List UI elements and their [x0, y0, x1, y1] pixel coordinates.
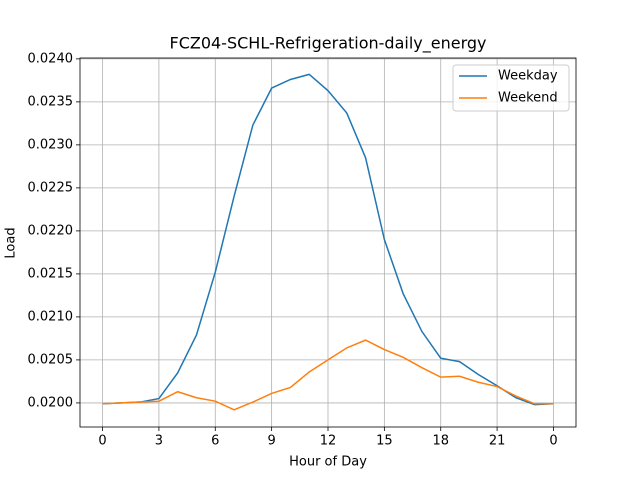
x-tick-label: 12	[320, 434, 337, 449]
series-line	[102, 73, 554, 406]
x-axis-label: Hour of Day	[289, 455, 367, 470]
x-tick-label: 9	[267, 434, 275, 449]
legend-label: Weekend	[498, 91, 558, 106]
y-tick-label: 0.0230	[28, 137, 74, 152]
y-tick-label: 0.0220	[28, 223, 74, 238]
x-tick-label: 0	[549, 434, 557, 449]
y-tick-label: 0.0210	[28, 309, 74, 324]
plot-frame	[79, 57, 577, 428]
x-tick-label: 0	[98, 434, 106, 449]
y-tick-label: 0.0205	[28, 352, 74, 367]
chart-title: FCZ04-SCHL-Refrigeration-daily_energy	[169, 34, 486, 54]
series-line	[102, 339, 554, 411]
y-tick-label: 0.0235	[28, 94, 74, 109]
x-tick-label: 6	[211, 434, 219, 449]
y-tick-label: 0.0240	[28, 51, 74, 66]
y-tick-label: 0.0215	[28, 266, 74, 281]
x-tick-label: 3	[155, 434, 163, 449]
x-tick-label: 18	[432, 434, 449, 449]
y-tick-label: 0.0200	[28, 395, 74, 410]
x-tick-label: 15	[376, 434, 393, 449]
x-tick-label: 21	[489, 434, 506, 449]
y-axis-label: Load	[4, 227, 19, 258]
legend-label: Weekday	[498, 69, 558, 84]
y-tick-label: 0.0225	[28, 180, 74, 195]
